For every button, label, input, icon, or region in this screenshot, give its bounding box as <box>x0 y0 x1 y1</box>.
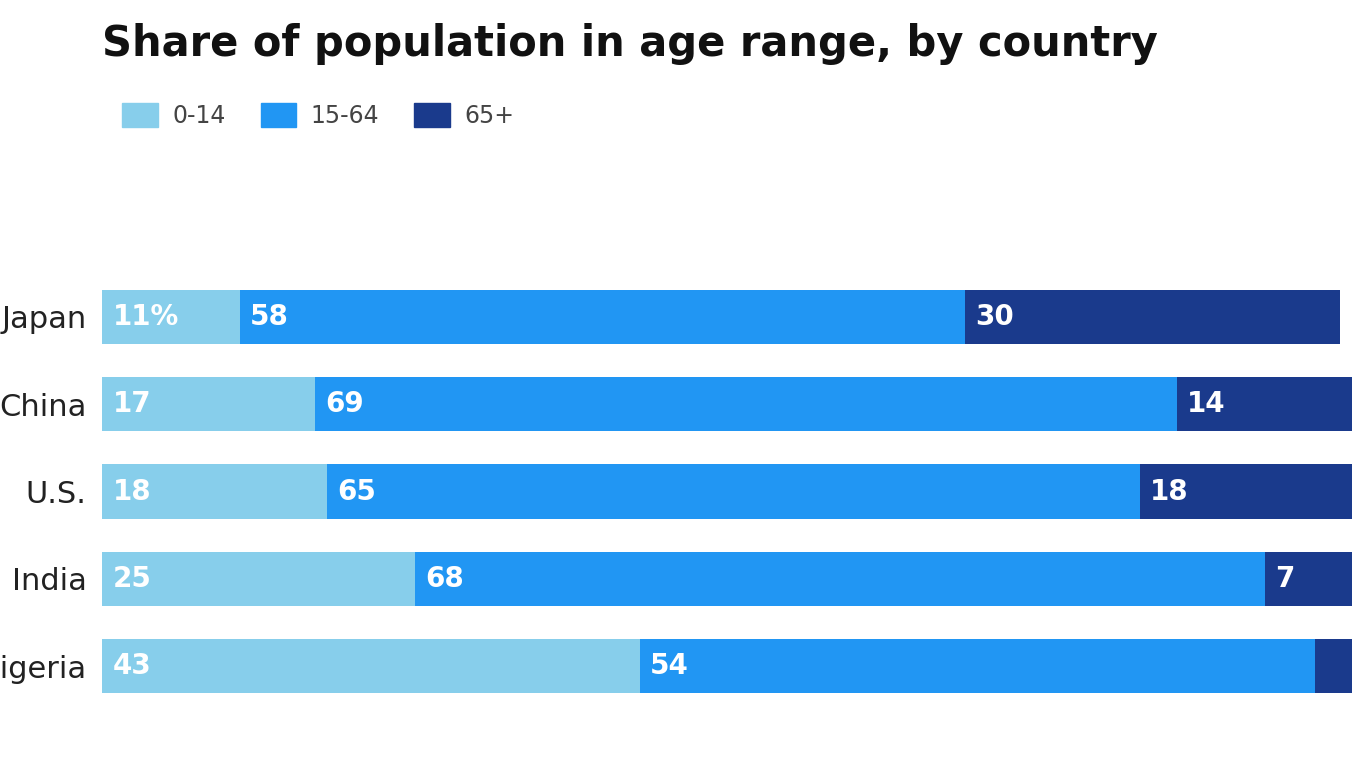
Bar <box>415 551 1265 606</box>
Bar <box>328 465 1139 518</box>
Bar <box>240 290 964 344</box>
Text: 69: 69 <box>325 390 363 419</box>
Text: 18: 18 <box>1150 478 1188 505</box>
Text: 54: 54 <box>650 652 688 680</box>
Bar <box>1265 551 1352 606</box>
Text: 7: 7 <box>1274 564 1294 593</box>
Text: 30: 30 <box>975 303 1014 331</box>
Text: 43: 43 <box>112 652 152 680</box>
Bar <box>316 377 1177 432</box>
Bar <box>102 465 328 518</box>
Text: 58: 58 <box>250 303 288 331</box>
Text: 65: 65 <box>337 478 376 505</box>
Text: 11%: 11% <box>112 303 179 331</box>
Bar <box>102 551 415 606</box>
Bar <box>102 377 316 432</box>
Bar <box>964 290 1340 344</box>
Text: 18: 18 <box>112 478 152 505</box>
Text: 25: 25 <box>112 564 152 593</box>
Text: 68: 68 <box>425 564 463 593</box>
Bar <box>1315 639 1352 694</box>
Legend: 0-14, 15-64, 65+: 0-14, 15-64, 65+ <box>113 94 523 137</box>
Bar <box>1139 465 1365 518</box>
Text: 17: 17 <box>112 390 152 419</box>
Text: 14: 14 <box>1187 390 1225 419</box>
Text: Share of population in age range, by country: Share of population in age range, by cou… <box>102 23 1158 65</box>
Bar <box>1177 377 1352 432</box>
Bar <box>102 290 240 344</box>
Bar <box>639 639 1315 694</box>
Bar <box>102 639 639 694</box>
